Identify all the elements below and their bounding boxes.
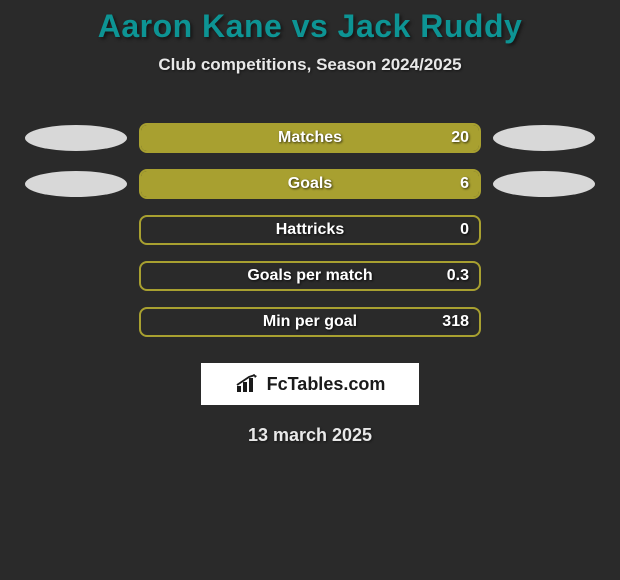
- stat-label: Goals: [288, 175, 332, 193]
- stat-bar: Hattricks 0: [139, 215, 481, 245]
- marker-placeholder: [25, 263, 127, 289]
- stat-row: Goals 6: [0, 161, 620, 207]
- stat-value: 0.3: [447, 267, 469, 285]
- page-title: Aaron Kane vs Jack Ruddy: [0, 8, 620, 45]
- marker-placeholder: [25, 217, 127, 243]
- player-right-marker: [493, 125, 595, 151]
- stat-label: Matches: [278, 129, 342, 147]
- logo-text: FcTables.com: [267, 374, 386, 395]
- stat-rows: Matches 20 Goals 6 Hattricks 0 Goals per match…: [0, 115, 620, 345]
- stat-row: Hattricks 0: [0, 207, 620, 253]
- stat-bar: Goals per match 0.3: [139, 261, 481, 291]
- stat-row: Min per goal 318: [0, 299, 620, 345]
- comparison-widget: Aaron Kane vs Jack Ruddy Club competitio…: [0, 0, 620, 446]
- stat-value: 6: [460, 175, 469, 193]
- stat-value: 318: [442, 313, 469, 331]
- marker-placeholder: [493, 263, 595, 289]
- date-text: 13 march 2025: [0, 425, 620, 446]
- stat-value: 20: [451, 129, 469, 147]
- stat-bar: Matches 20: [139, 123, 481, 153]
- stat-label: Hattricks: [276, 221, 344, 239]
- player-left-marker: [25, 125, 127, 151]
- stat-bar: Min per goal 318: [139, 307, 481, 337]
- logo-box[interactable]: FcTables.com: [201, 363, 419, 405]
- marker-placeholder: [25, 309, 127, 335]
- stat-label: Min per goal: [263, 313, 357, 331]
- stat-row: Matches 20: [0, 115, 620, 161]
- stat-value: 0: [460, 221, 469, 239]
- marker-placeholder: [493, 217, 595, 243]
- chart-icon: [235, 374, 261, 394]
- stat-row: Goals per match 0.3: [0, 253, 620, 299]
- stat-bar: Goals 6: [139, 169, 481, 199]
- stat-label: Goals per match: [247, 267, 372, 285]
- player-right-marker: [493, 171, 595, 197]
- player-left-marker: [25, 171, 127, 197]
- subtitle: Club competitions, Season 2024/2025: [0, 55, 620, 75]
- marker-placeholder: [493, 309, 595, 335]
